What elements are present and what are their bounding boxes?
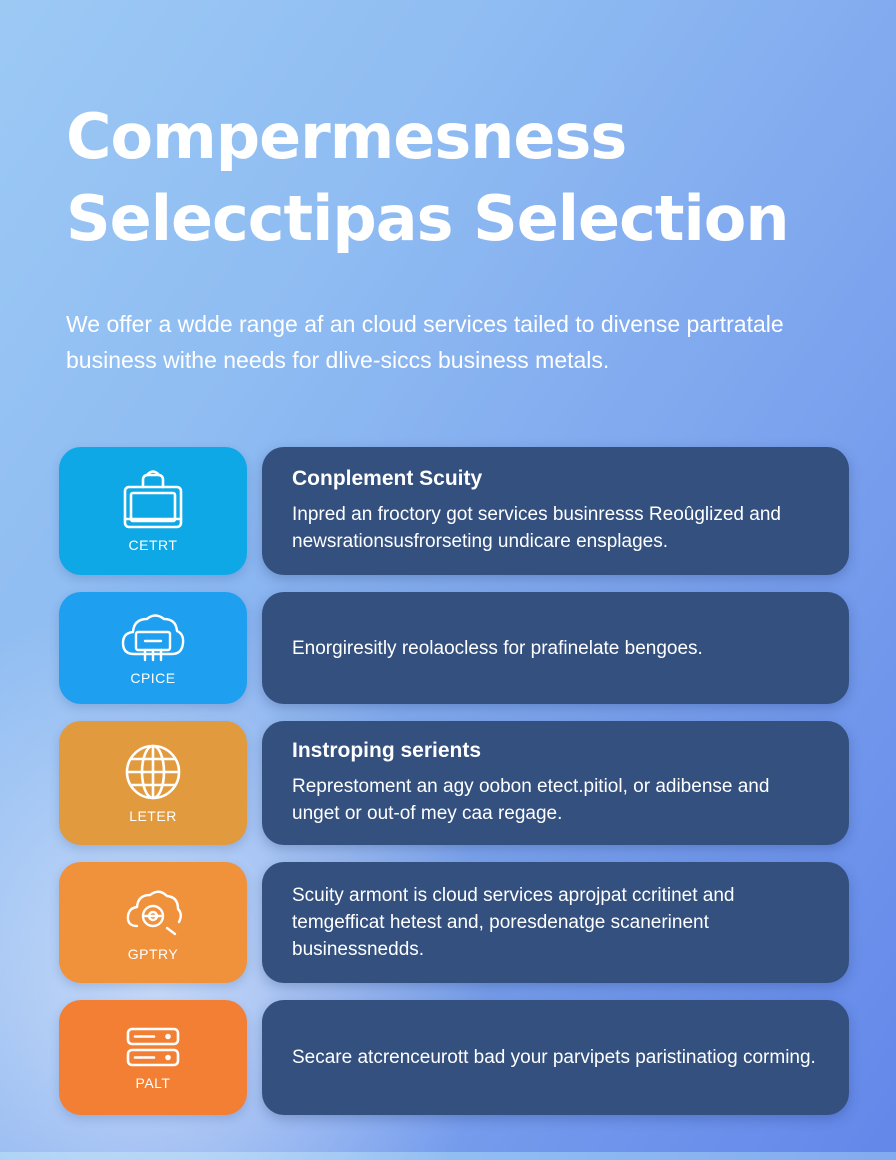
page-title: Compermesness Seleсctipas Selection xyxy=(66,96,789,260)
service-card-title: Instroping serients xyxy=(292,739,482,762)
service-row-4: GPTRY Scuity armont is cloud services ap… xyxy=(59,862,849,983)
service-row-5: PALT Secare atcrenceurott bad your parvi… xyxy=(59,1000,849,1115)
service-card-description: Scuity armont is cloud services aprojpat… xyxy=(292,885,735,960)
service-tile-2[interactable]: CPICE xyxy=(59,592,247,704)
service-card-description: Represtoment an agy oobon etect.pitiol, … xyxy=(292,776,770,824)
cloud-gear-icon xyxy=(123,884,183,940)
service-card-3[interactable]: Instroping serients Represtoment an agy … xyxy=(262,721,849,845)
service-card-1[interactable]: Conplement Scuity Inpred an froctory got… xyxy=(262,447,849,575)
page-title-line-1: Compermesness xyxy=(66,100,627,173)
service-card-5[interactable]: Secare atcrenceurott bad your parvipets … xyxy=(262,1000,849,1115)
service-row-2: CPICE Enorgiresitly reolaocless for praf… xyxy=(59,592,849,704)
page-subtitle: We offer a wdde range af an cloud servic… xyxy=(66,311,784,373)
service-tile-4[interactable]: GPTRY xyxy=(59,862,247,983)
service-card-4[interactable]: Scuity armont is cloud services aprojpat… xyxy=(262,862,849,983)
service-card-description: Enorgiresitly reolaocless for prafinelat… xyxy=(292,637,703,659)
service-tile-label: GPTRY xyxy=(127,945,179,962)
service-tile-1[interactable]: CETRT xyxy=(59,447,247,575)
server-box-icon xyxy=(121,469,185,531)
service-tile-label: PALT xyxy=(135,1074,171,1091)
service-tile-label: CPICE xyxy=(130,670,176,686)
service-tile-label: CETRT xyxy=(128,537,178,553)
service-card-2[interactable]: Enorgiresitly reolaocless for prafinelat… xyxy=(262,592,849,704)
globe-icon xyxy=(123,742,183,802)
service-tile-3[interactable]: LETER xyxy=(59,721,247,845)
server-rack-icon xyxy=(124,1025,182,1069)
service-card-description: Secare atcrenceurott bad your parvipets … xyxy=(292,1047,816,1068)
service-tile-5[interactable]: PALT xyxy=(59,1000,247,1115)
service-row-1: CETRT Conplement Scuity Inpred an frocto… xyxy=(59,447,849,575)
cloud-network-icon xyxy=(120,610,186,664)
service-row-3: LETER Instroping serients Represtoment a… xyxy=(59,721,849,845)
service-card-description: Inpred an froctory got services businres… xyxy=(292,504,781,552)
page-title-line-2: Seleсctipas Selection xyxy=(66,182,789,255)
service-tile-label: LETER xyxy=(129,808,177,824)
service-card-title: Conplement Scuity xyxy=(292,467,483,490)
